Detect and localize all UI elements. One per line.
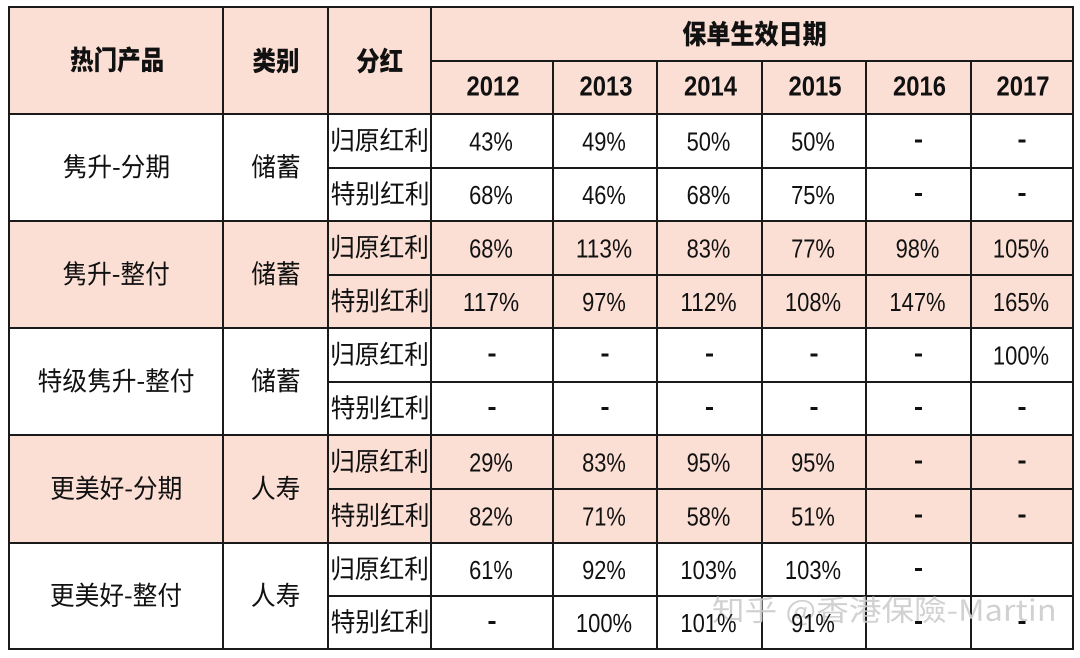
svg-text:165%: 165% <box>993 287 1049 317</box>
svg-text:2014: 2014 <box>684 71 737 102</box>
svg-text:77%: 77% <box>791 234 835 264</box>
svg-text:98%: 98% <box>896 234 940 264</box>
svg-text:43%: 43% <box>469 127 513 157</box>
svg-text:2012: 2012 <box>467 71 520 102</box>
svg-text:75%: 75% <box>791 180 835 210</box>
svg-text:2017: 2017 <box>997 71 1050 102</box>
svg-text:46%: 46% <box>582 180 626 210</box>
svg-text:101%: 101% <box>680 608 736 638</box>
svg-text:83%: 83% <box>582 448 626 478</box>
svg-text:50%: 50% <box>791 127 835 157</box>
svg-text:58%: 58% <box>687 502 731 532</box>
svg-text:61%: 61% <box>469 555 513 585</box>
svg-text:91%: 91% <box>791 608 835 638</box>
svg-text:97%: 97% <box>582 287 626 317</box>
svg-text:68%: 68% <box>687 180 731 210</box>
svg-text:92%: 92% <box>582 555 626 585</box>
svg-text:113%: 113% <box>576 234 632 264</box>
svg-text:2013: 2013 <box>580 71 633 102</box>
svg-text:117%: 117% <box>463 287 519 317</box>
svg-text:112%: 112% <box>680 287 736 317</box>
svg-text:29%: 29% <box>469 448 513 478</box>
svg-text:83%: 83% <box>687 234 731 264</box>
svg-text:100%: 100% <box>576 608 632 638</box>
svg-text:68%: 68% <box>469 180 513 210</box>
svg-text:95%: 95% <box>791 448 835 478</box>
svg-text:2016: 2016 <box>893 71 946 102</box>
svg-text:51%: 51% <box>791 502 835 532</box>
svg-text:103%: 103% <box>680 555 736 585</box>
svg-text:50%: 50% <box>687 127 731 157</box>
svg-text:147%: 147% <box>889 287 945 317</box>
svg-text:82%: 82% <box>469 502 513 532</box>
svg-text:105%: 105% <box>993 234 1049 264</box>
svg-text:2015: 2015 <box>789 71 842 102</box>
svg-text:108%: 108% <box>785 287 841 317</box>
svg-text:71%: 71% <box>582 502 626 532</box>
svg-text:68%: 68% <box>469 234 513 264</box>
svg-text:95%: 95% <box>687 448 731 478</box>
svg-text:100%: 100% <box>993 341 1049 371</box>
svg-text:49%: 49% <box>582 127 626 157</box>
svg-text:103%: 103% <box>785 555 841 585</box>
